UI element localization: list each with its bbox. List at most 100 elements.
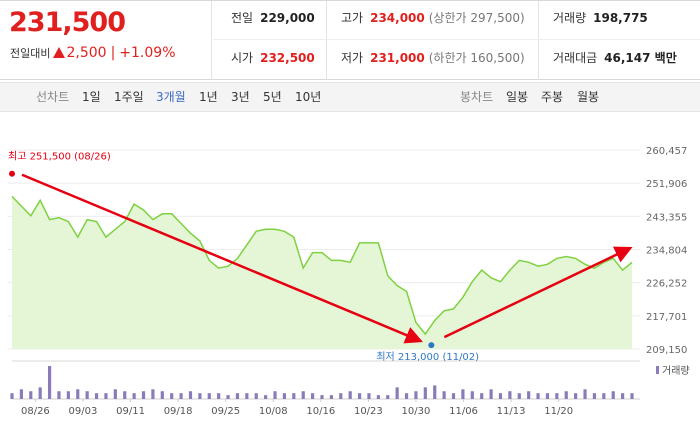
tab-1-year[interactable]: 1년 bbox=[199, 90, 218, 104]
volume-bar bbox=[423, 387, 427, 399]
x-tick-label: 11/20 bbox=[544, 406, 573, 417]
change-percent: +1.09% bbox=[119, 45, 176, 61]
tab-monthly[interactable]: 월봉 bbox=[577, 90, 600, 104]
volume-bar bbox=[235, 393, 240, 399]
uptrend-arrow bbox=[443, 246, 633, 339]
price-area bbox=[12, 196, 632, 349]
quote-header: 231,500 전일대비 2,500 | +1.09% 전일 229,000 고가 234… bbox=[0, 0, 700, 80]
volume-bar bbox=[320, 395, 324, 399]
volume-bar bbox=[339, 393, 343, 399]
y-tick-label: 243,355 bbox=[646, 212, 687, 223]
volume-bar bbox=[10, 393, 14, 399]
volume-bar bbox=[357, 393, 362, 399]
candle-chart-label: 봉차트 bbox=[460, 90, 494, 104]
volume-bar bbox=[151, 389, 155, 399]
current-price: 231,500 bbox=[9, 7, 126, 38]
tab-3-years[interactable]: 3년 bbox=[231, 90, 250, 104]
stat-value: 232,500 bbox=[260, 51, 315, 65]
price-chart: 260,457 251,906 243,355 234,804 226,252 217,7… bbox=[8, 146, 690, 417]
volume-bar bbox=[395, 387, 399, 399]
volume-legend-swatch bbox=[656, 366, 659, 374]
volume-bar bbox=[461, 389, 465, 399]
volume-bar bbox=[29, 391, 33, 399]
up-triangle-icon bbox=[53, 47, 66, 58]
column-divider bbox=[326, 1, 327, 80]
x-tick-label: 09/25 bbox=[211, 406, 240, 417]
tab-10-years[interactable]: 10년 bbox=[295, 90, 322, 104]
volume-bar bbox=[386, 395, 390, 399]
volume-bar bbox=[583, 389, 587, 399]
volume-bar bbox=[630, 393, 634, 399]
y-tick-label: 209,150 bbox=[646, 345, 687, 356]
volume-bar bbox=[480, 393, 484, 399]
tab-daily[interactable]: 일봉 bbox=[506, 90, 529, 104]
y-tick-label: 251,906 bbox=[646, 179, 687, 190]
stat-value: 234,000 bbox=[370, 11, 425, 25]
volume-bar bbox=[66, 391, 70, 399]
volume-bar bbox=[574, 393, 578, 399]
change-amount: 2,500 bbox=[66, 45, 107, 61]
price-line bbox=[11, 195, 633, 336]
volume-bar bbox=[273, 391, 277, 399]
low-label: 최저 213,000 (11/02) bbox=[376, 351, 479, 363]
volume-legend-label: 거래량 bbox=[662, 365, 690, 377]
x-tick-label: 08/26 bbox=[21, 406, 50, 417]
stat-label: 저가 bbox=[341, 51, 364, 65]
tab-1-week[interactable]: 1주일 bbox=[114, 90, 144, 104]
volume-bar bbox=[611, 391, 615, 399]
volume-bar bbox=[536, 393, 540, 399]
tab-weekly[interactable]: 주봉 bbox=[541, 90, 564, 104]
volume-bar bbox=[508, 391, 512, 399]
stat-upper-limit: (상한가 297,500) bbox=[428, 11, 525, 25]
volume-bar bbox=[527, 391, 531, 399]
stat-label: 거래량 bbox=[553, 11, 587, 25]
x-tick-label: 11/06 bbox=[449, 406, 478, 417]
volume-bar bbox=[47, 366, 52, 399]
volume-bar bbox=[179, 393, 183, 399]
volume-bar bbox=[367, 393, 371, 399]
volume-bar bbox=[94, 393, 99, 399]
volume-bar bbox=[198, 393, 202, 399]
tab-3-months[interactable]: 3개월 bbox=[156, 90, 186, 104]
volume-bar bbox=[517, 393, 521, 399]
tab-1-day[interactable]: 1일 bbox=[82, 90, 101, 104]
volume-bar bbox=[602, 393, 606, 399]
volume-bar bbox=[282, 393, 287, 399]
volume-bar bbox=[470, 391, 474, 399]
volume-bar bbox=[207, 393, 211, 399]
volume-bar bbox=[564, 391, 568, 399]
downtrend-arrow bbox=[21, 173, 423, 344]
stat-label: 고가 bbox=[341, 11, 364, 25]
volume-bar bbox=[498, 393, 503, 399]
stat-trade-value: 거래대금 46,147 백만 bbox=[553, 41, 677, 80]
quote-stats: 전일 229,000 고가 234,000 (상한가 297,500) 거래량 198,… bbox=[213, 1, 700, 80]
volume-bar bbox=[451, 393, 456, 399]
volume-bar bbox=[19, 389, 23, 399]
volume-bar bbox=[76, 389, 80, 399]
volume-bar bbox=[545, 393, 550, 399]
stat-value: 198,775 bbox=[593, 11, 648, 25]
volume-bar bbox=[85, 391, 89, 399]
stat-high: 고가 234,000 (상한가 297,500) bbox=[341, 1, 525, 40]
x-tick-label: 10/08 bbox=[259, 406, 288, 417]
volume-bar bbox=[292, 393, 296, 399]
y-axis-ticks: 260,457 251,906 243,355 234,804 226,252 217,7… bbox=[646, 146, 687, 356]
tab-5-years[interactable]: 5년 bbox=[263, 90, 282, 104]
volume-bar bbox=[170, 393, 174, 399]
stat-label: 거래대금 bbox=[553, 51, 598, 65]
stat-volume: 거래량 198,775 bbox=[553, 1, 648, 40]
stat-open: 시가 232,500 bbox=[231, 41, 315, 80]
x-tick-label: 10/23 bbox=[354, 406, 383, 417]
high-label: 최고 251,500 (08/26) bbox=[8, 151, 111, 163]
x-tick-label: 09/18 bbox=[164, 406, 193, 417]
volume-bar bbox=[621, 393, 625, 399]
stat-low: 저가 231,000 (하한가 160,500) bbox=[341, 41, 525, 80]
volume-bar bbox=[404, 393, 409, 399]
high-marker bbox=[9, 170, 15, 177]
volume-bar bbox=[301, 391, 305, 399]
change-separator: | bbox=[110, 45, 116, 61]
stat-prev-close: 전일 229,000 bbox=[231, 1, 315, 40]
volume-bar bbox=[160, 391, 164, 399]
volume-bar bbox=[245, 393, 249, 399]
volume-bar bbox=[311, 393, 315, 399]
